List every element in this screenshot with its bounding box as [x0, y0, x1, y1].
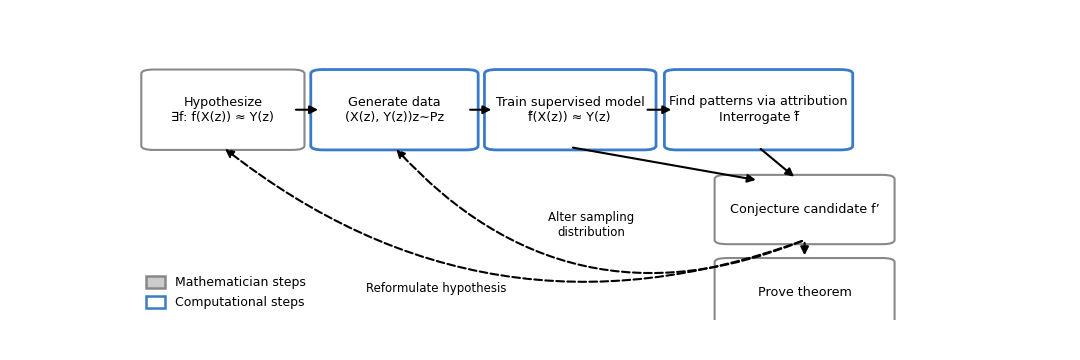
Text: Find patterns via attribution
Interrogate f̂: Find patterns via attribution Interrogat… [670, 95, 848, 124]
Text: Prove theorem: Prove theorem [758, 286, 851, 299]
FancyBboxPatch shape [664, 69, 853, 150]
Text: Generate data
(X(z), Y(z))z∼Pz: Generate data (X(z), Y(z))z∼Pz [345, 96, 444, 124]
FancyBboxPatch shape [311, 69, 478, 150]
FancyBboxPatch shape [715, 175, 894, 244]
Text: Alter sampling
distribution: Alter sampling distribution [548, 211, 634, 239]
Text: Train supervised model
f̂(X(z)) ≈ Y(z): Train supervised model f̂(X(z)) ≈ Y(z) [496, 96, 645, 124]
FancyBboxPatch shape [485, 69, 656, 150]
Legend: Mathematician steps, Computational steps: Mathematician steps, Computational steps [141, 271, 311, 314]
Text: Hypothesize
∃f: f(X(z)) ≈ Y(z): Hypothesize ∃f: f(X(z)) ≈ Y(z) [172, 96, 274, 124]
Text: Reformulate hypothesis: Reformulate hypothesis [366, 282, 507, 295]
Text: Conjecture candidate f’: Conjecture candidate f’ [730, 203, 879, 216]
FancyBboxPatch shape [715, 258, 894, 327]
FancyBboxPatch shape [141, 69, 305, 150]
